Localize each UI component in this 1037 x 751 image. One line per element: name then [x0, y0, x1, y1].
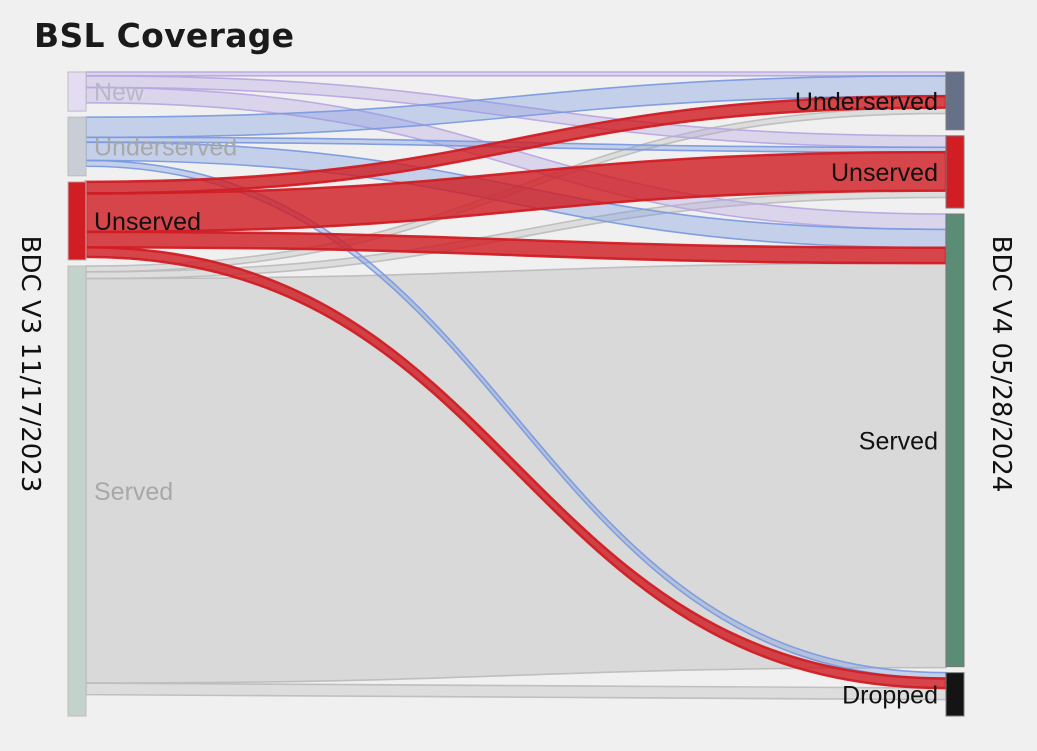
- left-node-label-underserved: Underserved: [94, 133, 237, 161]
- left-node-unserved[interactable]: [67, 181, 87, 261]
- left-node-label-served: Served: [94, 478, 173, 506]
- right-node-dropped[interactable]: [945, 672, 965, 717]
- flow-served-to-dropped[interactable]: [85, 682, 947, 701]
- left-node-new[interactable]: [67, 71, 87, 112]
- right-node-label-unserved: Unserved: [831, 159, 938, 187]
- right-node-underserved[interactable]: [945, 71, 965, 131]
- right-axis-label: BDC V4 05/28/2024: [986, 236, 1016, 493]
- nodes: New Underserved Unserved Served Underserved U…: [67, 71, 965, 717]
- right-node-served[interactable]: [945, 213, 965, 668]
- right-node-unserved[interactable]: [945, 135, 965, 209]
- flows: [84, 71, 948, 701]
- chart-title: BSL Coverage: [34, 16, 295, 55]
- left-axis-label: BDC V3 11/17/2023: [15, 236, 45, 493]
- left-node-underserved[interactable]: [67, 116, 87, 177]
- right-node-label-dropped: Dropped: [842, 681, 938, 709]
- left-node-label-new: New: [94, 79, 145, 107]
- flow-new-to-underserved[interactable]: [85, 71, 947, 77]
- right-node-label-underserved: Underserved: [795, 88, 938, 116]
- right-node-label-served: Served: [859, 427, 938, 455]
- left-node-label-unserved: Unserved: [94, 208, 201, 236]
- left-node-served[interactable]: [67, 265, 87, 717]
